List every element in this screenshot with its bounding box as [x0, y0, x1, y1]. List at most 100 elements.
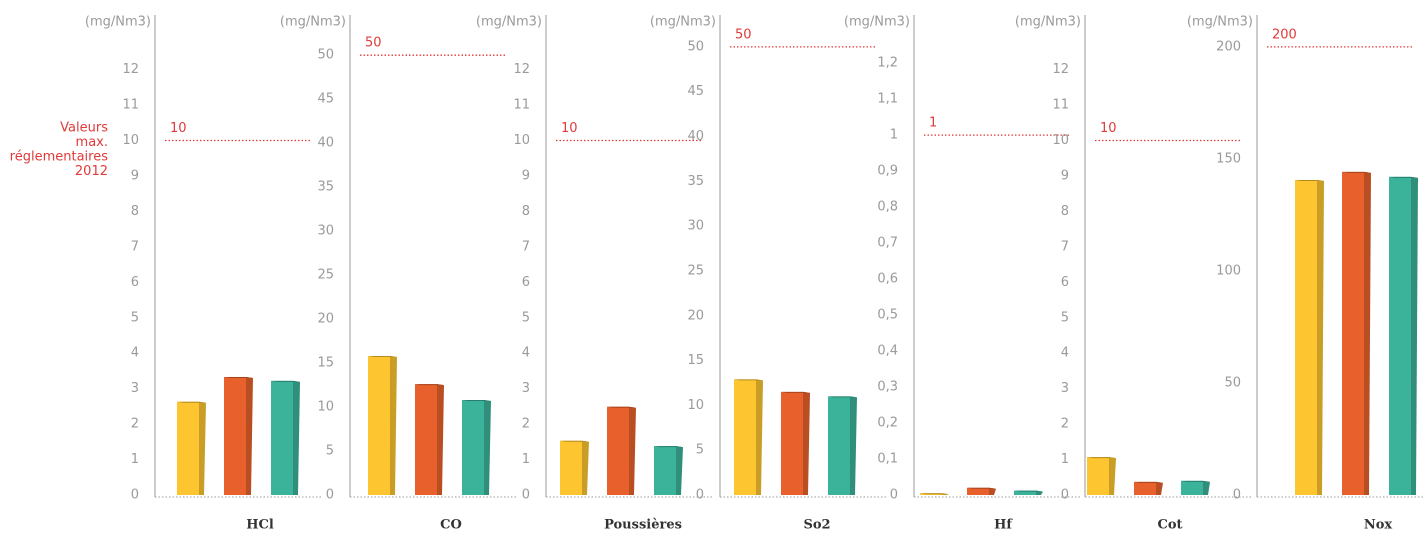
y-tick-label: 50	[687, 39, 704, 54]
y-tick-label: 11	[1052, 98, 1069, 113]
y-tick-label: 5	[1061, 310, 1069, 325]
category-label: Hf	[994, 518, 1013, 533]
y-tick-label: 40	[317, 136, 334, 151]
bar-side	[582, 440, 589, 495]
y-tick-label: 6	[522, 275, 530, 290]
y-axis-unit: (mg/Nm3)	[1187, 15, 1253, 30]
y-tick-label: 0,7	[877, 236, 898, 251]
bar-side	[803, 391, 810, 495]
y-tick-label: 11	[513, 98, 530, 113]
bar	[224, 376, 246, 495]
bar-top	[1014, 490, 1043, 492]
bar	[654, 446, 676, 495]
bar-side	[246, 376, 253, 495]
bar-side	[756, 379, 763, 495]
bar-side	[1411, 176, 1418, 495]
y-tick-label: 35	[317, 180, 334, 195]
bar-side	[199, 401, 206, 495]
y-tick-label: 20	[687, 308, 704, 323]
annotation: max.	[76, 135, 108, 150]
y-tick-label: 4	[131, 346, 139, 361]
y-tick-label: 0	[1061, 488, 1069, 503]
y-tick-label: 8	[131, 204, 139, 219]
annotation: réglementaires	[10, 150, 109, 165]
y-tick-label: 20	[317, 312, 334, 327]
y-tick-label: 12	[513, 62, 530, 77]
bar-top	[177, 401, 206, 403]
y-tick-label: 0,1	[877, 452, 898, 467]
y-tick-label: 15	[317, 356, 334, 371]
bar	[368, 356, 390, 495]
y-tick-label: 30	[317, 224, 334, 239]
limit-label: 50	[365, 36, 382, 51]
category-label: Cot	[1157, 518, 1182, 533]
annotation: Valeurs	[60, 121, 108, 136]
bar-top	[607, 406, 636, 408]
y-tick-label: 4	[1061, 346, 1069, 361]
y-tick-label: 10	[687, 398, 704, 413]
bar	[1342, 171, 1364, 495]
y-tick-label: 7	[522, 239, 530, 254]
y-axis-unit: (mg/Nm3)	[1015, 15, 1081, 30]
y-tick-label: 1	[522, 452, 530, 467]
y-tick-label: 5	[326, 444, 334, 459]
y-tick-label: 0,6	[877, 272, 898, 287]
y-tick-label: 150	[1216, 151, 1241, 166]
bar-side	[1203, 480, 1210, 495]
y-tick-label: 0	[890, 488, 898, 503]
bar-top	[368, 356, 397, 358]
y-tick-label: 0,2	[877, 416, 898, 431]
y-tick-label: 0	[326, 488, 334, 503]
y-tick-label: 6	[131, 275, 139, 290]
bar-top	[224, 376, 253, 378]
y-tick-label: 1,2	[877, 56, 898, 71]
limit-label: 50	[735, 27, 752, 42]
y-tick-label: 50	[317, 48, 334, 63]
y-tick-label: 11	[122, 98, 139, 113]
bar-side	[676, 446, 683, 495]
bar	[607, 406, 629, 495]
bar-top	[654, 446, 683, 448]
y-tick-label: 0,4	[877, 344, 898, 359]
bar-side	[1109, 457, 1116, 495]
bar-top	[1342, 171, 1371, 173]
bar-top	[920, 493, 949, 495]
y-tick-label: 0,3	[877, 380, 898, 395]
y-tick-label: 9	[131, 168, 139, 183]
bar-side	[390, 356, 397, 495]
bar	[560, 440, 582, 495]
bar-side	[437, 384, 444, 495]
bar-top	[1295, 179, 1324, 181]
y-tick-label: 5	[522, 310, 530, 325]
category-label: CO	[440, 518, 462, 533]
bar-top	[1134, 481, 1163, 483]
bar	[462, 400, 484, 495]
bar-side	[850, 396, 857, 495]
bar-top	[1181, 480, 1210, 482]
y-tick-label: 1	[1061, 452, 1069, 467]
y-tick-label: 0	[696, 488, 704, 503]
y-axis-unit: (mg/Nm3)	[650, 15, 716, 30]
y-tick-label: 3	[522, 381, 530, 396]
y-tick-label: 45	[317, 92, 334, 107]
bar	[1181, 480, 1203, 495]
y-tick-label: 50	[1224, 375, 1241, 390]
bar-side	[1364, 171, 1371, 495]
bar-top	[271, 380, 300, 382]
bar-side	[1156, 481, 1163, 495]
category-label: Poussières	[604, 518, 682, 533]
y-tick-label: 7	[131, 239, 139, 254]
y-tick-label: 9	[1061, 168, 1069, 183]
bar	[415, 384, 437, 495]
y-tick-label: 8	[1061, 204, 1069, 219]
y-tick-label: 15	[687, 353, 704, 368]
y-tick-label: 10	[317, 400, 334, 415]
y-axis-unit: (mg/Nm3)	[85, 15, 151, 30]
y-tick-label: 6	[1061, 275, 1069, 290]
bar-top	[967, 487, 996, 489]
y-tick-label: 1	[131, 452, 139, 467]
y-tick-label: 2	[1061, 417, 1069, 432]
bar-side	[484, 400, 491, 495]
bar	[1014, 490, 1036, 495]
